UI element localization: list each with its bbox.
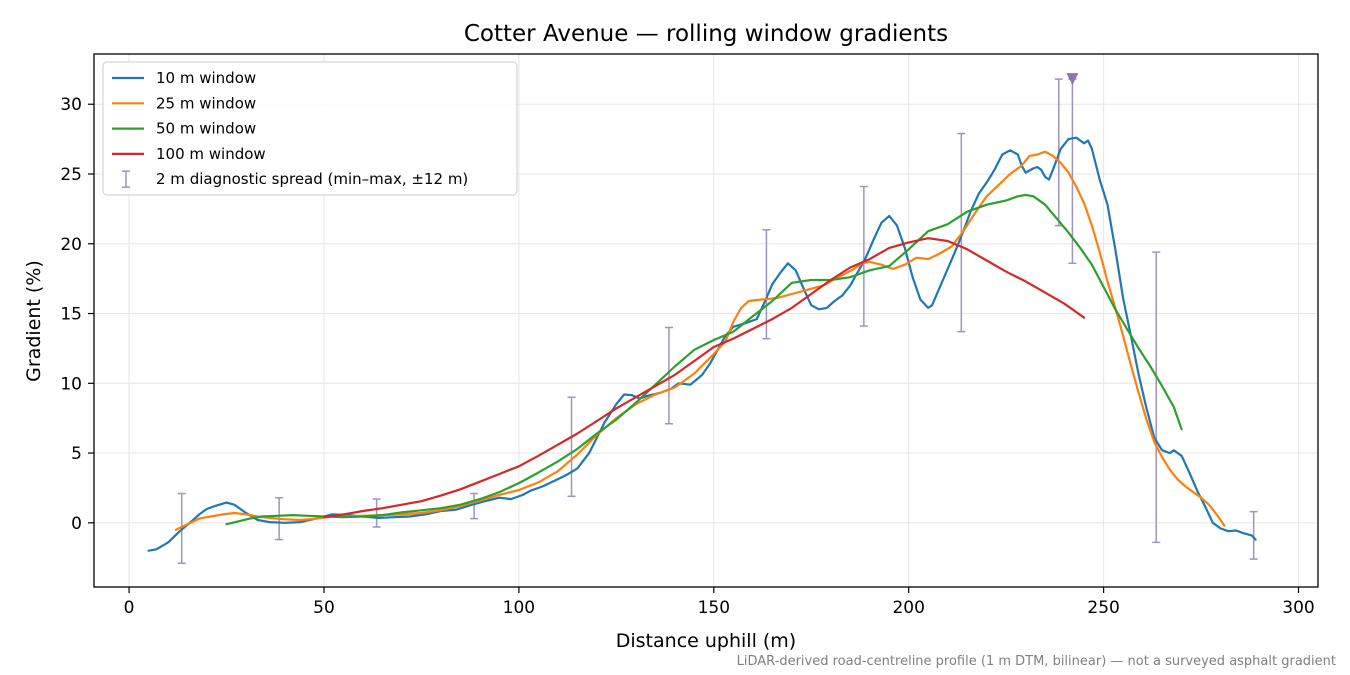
- legend-label: 2 m diagnostic spread (min–max, ±12 m): [156, 170, 468, 188]
- x-tick-label: 250: [1087, 598, 1119, 618]
- x-axis-label: Distance uphill (m): [616, 630, 796, 652]
- x-tick-label: 100: [503, 598, 535, 618]
- y-tick-label: 10: [60, 374, 82, 394]
- peak-marker: [1066, 73, 1079, 86]
- legend-label: 100 m window: [156, 145, 266, 163]
- footnote: LiDAR-derived road-centreline profile (1…: [737, 654, 1336, 669]
- x-tick-label: 0: [124, 598, 135, 618]
- y-tick-label: 0: [71, 514, 82, 534]
- y-axis-label: Gradient (%): [23, 260, 45, 382]
- x-tick-label: 50: [313, 598, 335, 618]
- chart-title: Cotter Avenue — rolling window gradients: [464, 21, 948, 47]
- x-tick-label: 300: [1282, 598, 1314, 618]
- legend-box: [102, 61, 518, 196]
- y-tick-label: 15: [60, 305, 82, 325]
- legend-label: 50 m window: [156, 120, 256, 138]
- legend-label: 10 m window: [156, 69, 256, 87]
- legend-label: 25 m window: [156, 94, 256, 112]
- plot-data: [147, 73, 1258, 565]
- axis-ticks: 0 50 100 150 200 250 300 0 5 10 15 20 25 30: [60, 95, 1314, 618]
- y-tick-label: 20: [60, 235, 82, 255]
- x-tick-label: 150: [698, 598, 730, 618]
- y-tick-label: 5: [71, 444, 82, 464]
- series-line-10m-window: [147, 136, 1257, 552]
- legend: 10 m window 25 m window 50 m window 100 m w…: [102, 61, 518, 196]
- y-tick-label: 30: [60, 95, 82, 115]
- series-line-50m-window: [225, 193, 1183, 526]
- series-line-100m-window: [322, 237, 1086, 519]
- y-tick-label: 25: [60, 165, 82, 185]
- plot-frame: [93, 53, 1319, 588]
- x-tick-label: 200: [892, 598, 924, 618]
